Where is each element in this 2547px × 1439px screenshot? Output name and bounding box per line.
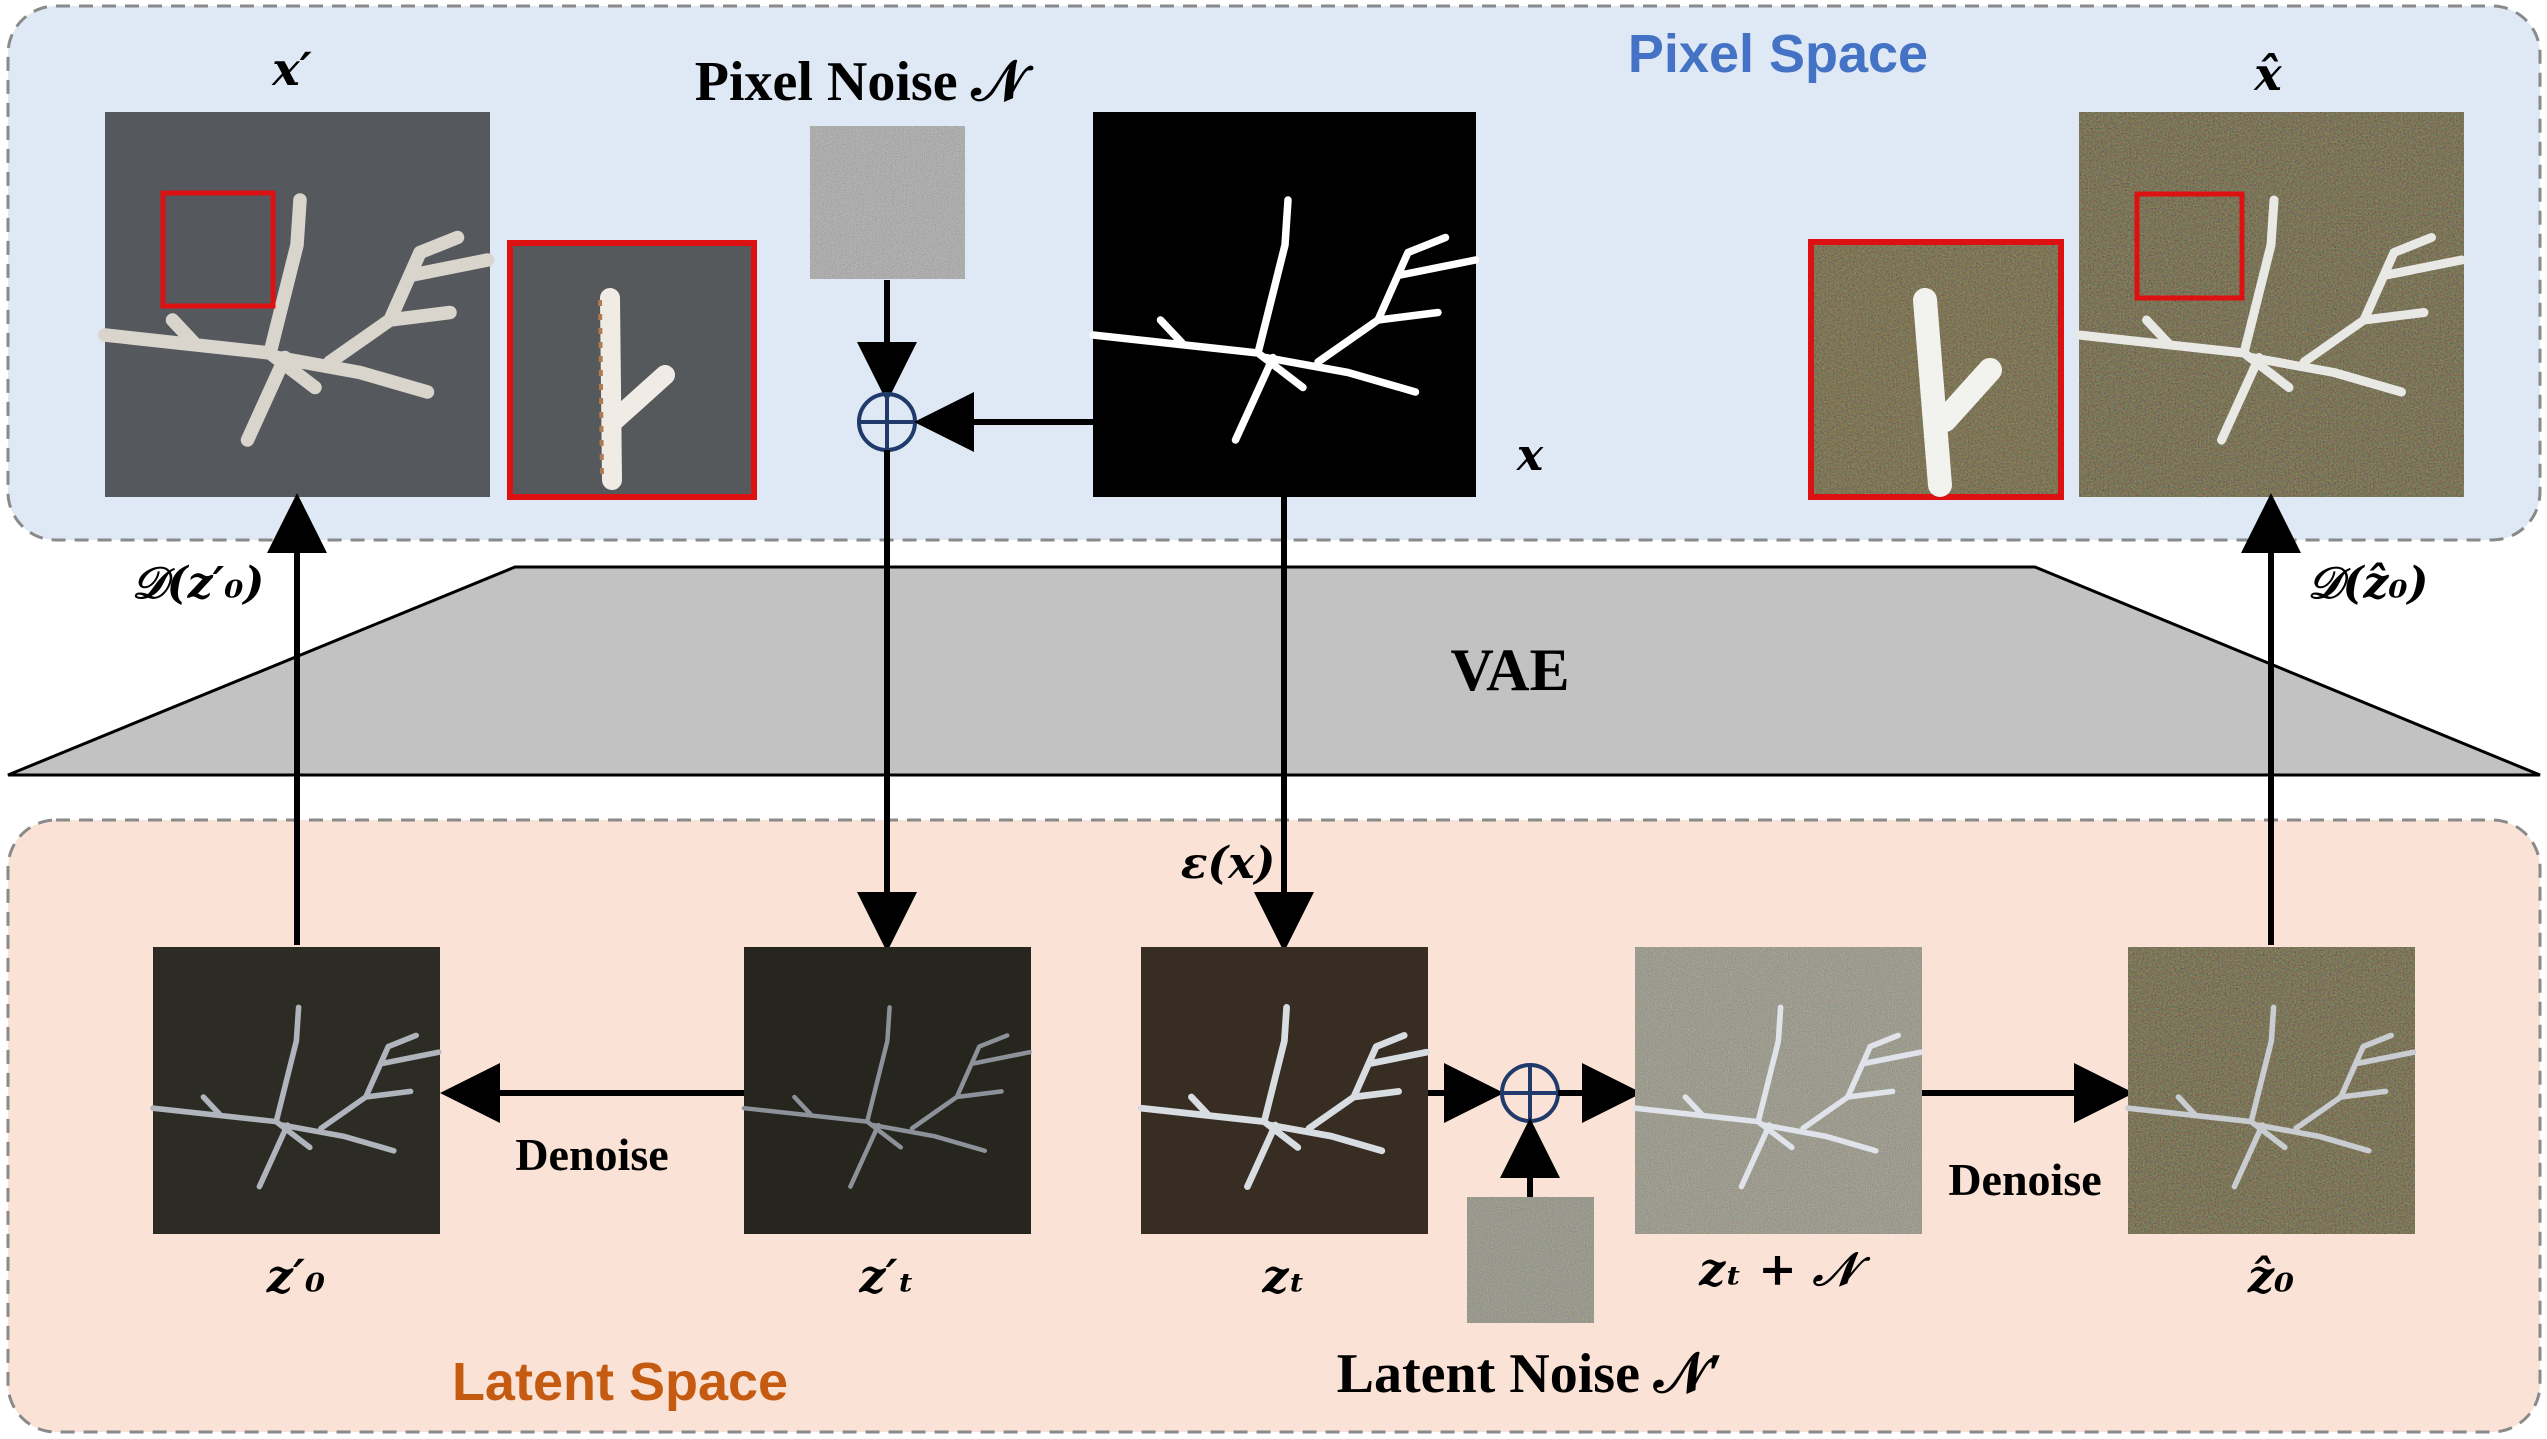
label-z0-hat: ẑ₀ [2247,1249,2294,1303]
image-zt-prime [744,947,1031,1234]
label-encode-x: ε(x) [1181,838,1276,889]
zoom-x-hat [1808,239,2064,500]
image-zt [1141,947,1428,1234]
image-z0-prime [153,947,440,1234]
label-denoise-right: Denoise [1948,1154,2101,1205]
image-x-hat [2079,112,2464,497]
latent-space-label: Latent Space [452,1352,788,1412]
latent-noise-label: Latent Noise 𝒩′ [1337,1343,1724,1405]
vae-label: VAE [1451,637,1570,703]
label-x-hat: x̂ [2253,47,2282,101]
image-zt-plus-noise [1635,947,1922,1234]
label-decode-z0-hat: 𝒟(ẑ₀) [2307,558,2428,609]
label-zt: zₜ [1261,1249,1305,1303]
label-denoise-left: Denoise [515,1129,668,1180]
pixel-noise-image [810,126,965,279]
label-x: x [1516,430,1544,481]
label-zt-prime: z′ₜ [858,1249,914,1303]
label-z0-prime: z′₀ [266,1249,325,1303]
image-x-mask [1093,112,1476,497]
pixel-space-label: Pixel Space [1628,24,1928,84]
latent-noise-image [1467,1197,1594,1323]
label-decode-z0-prime: 𝒟(z′₀) [132,558,265,609]
zoom-x-prime [507,240,757,500]
image-x-prime [105,112,490,497]
vae-block [7,565,2541,777]
label-x-prime: x′ [271,42,312,96]
pixel-noise-label: Pixel Noise 𝒩 [695,51,1034,113]
label-zt-plus-noise: zₜ + 𝒩 [1698,1242,1871,1296]
image-z0-hat [2128,947,2415,1234]
